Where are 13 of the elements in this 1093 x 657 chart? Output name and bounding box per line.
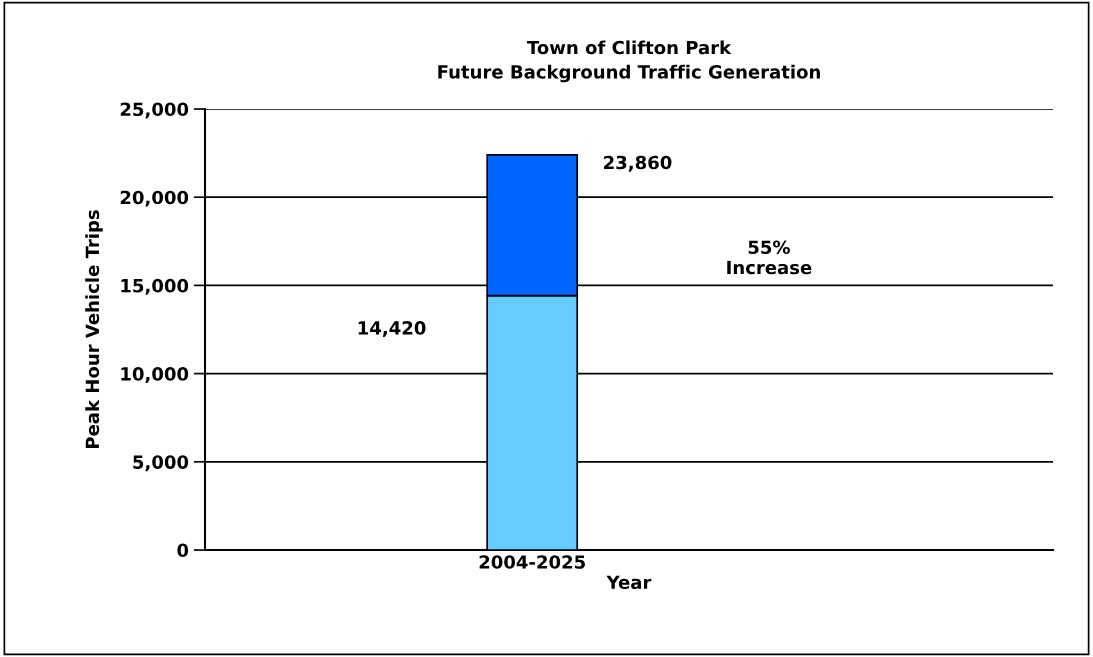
y-tick-label: 5,000 (133, 455, 189, 472)
annotation: 14,420 (358, 321, 426, 338)
annotation: 55% Increase (727, 240, 812, 275)
y-tick-label: 10,000 (121, 367, 189, 384)
x-tick-label: 2004-2025 (479, 555, 585, 569)
y-tick-label: 15,000 (121, 278, 189, 295)
chart-title: Town of Clifton Park Future Background Traffic Generation (438, 40, 820, 83)
y-tick-label: 0 (177, 543, 189, 558)
annotation: 23,860 (604, 155, 672, 172)
y-axis-title: Peak Hour Vehicle Trips (85, 210, 103, 448)
x-axis-title: Year (606, 575, 652, 590)
y-tick-label: 20,000 (120, 190, 189, 207)
y-tick-label: 25,000 (120, 102, 189, 119)
